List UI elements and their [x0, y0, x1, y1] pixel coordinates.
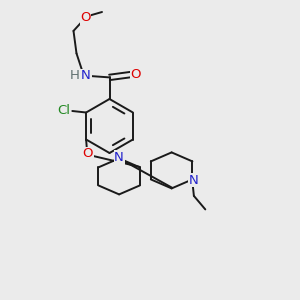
Text: N: N — [114, 151, 124, 164]
Text: O: O — [130, 68, 141, 81]
Text: O: O — [82, 147, 93, 161]
Text: N: N — [189, 174, 199, 187]
Text: Cl: Cl — [58, 104, 71, 118]
Text: N: N — [81, 69, 91, 82]
Text: H: H — [70, 69, 80, 82]
Text: O: O — [80, 11, 91, 24]
